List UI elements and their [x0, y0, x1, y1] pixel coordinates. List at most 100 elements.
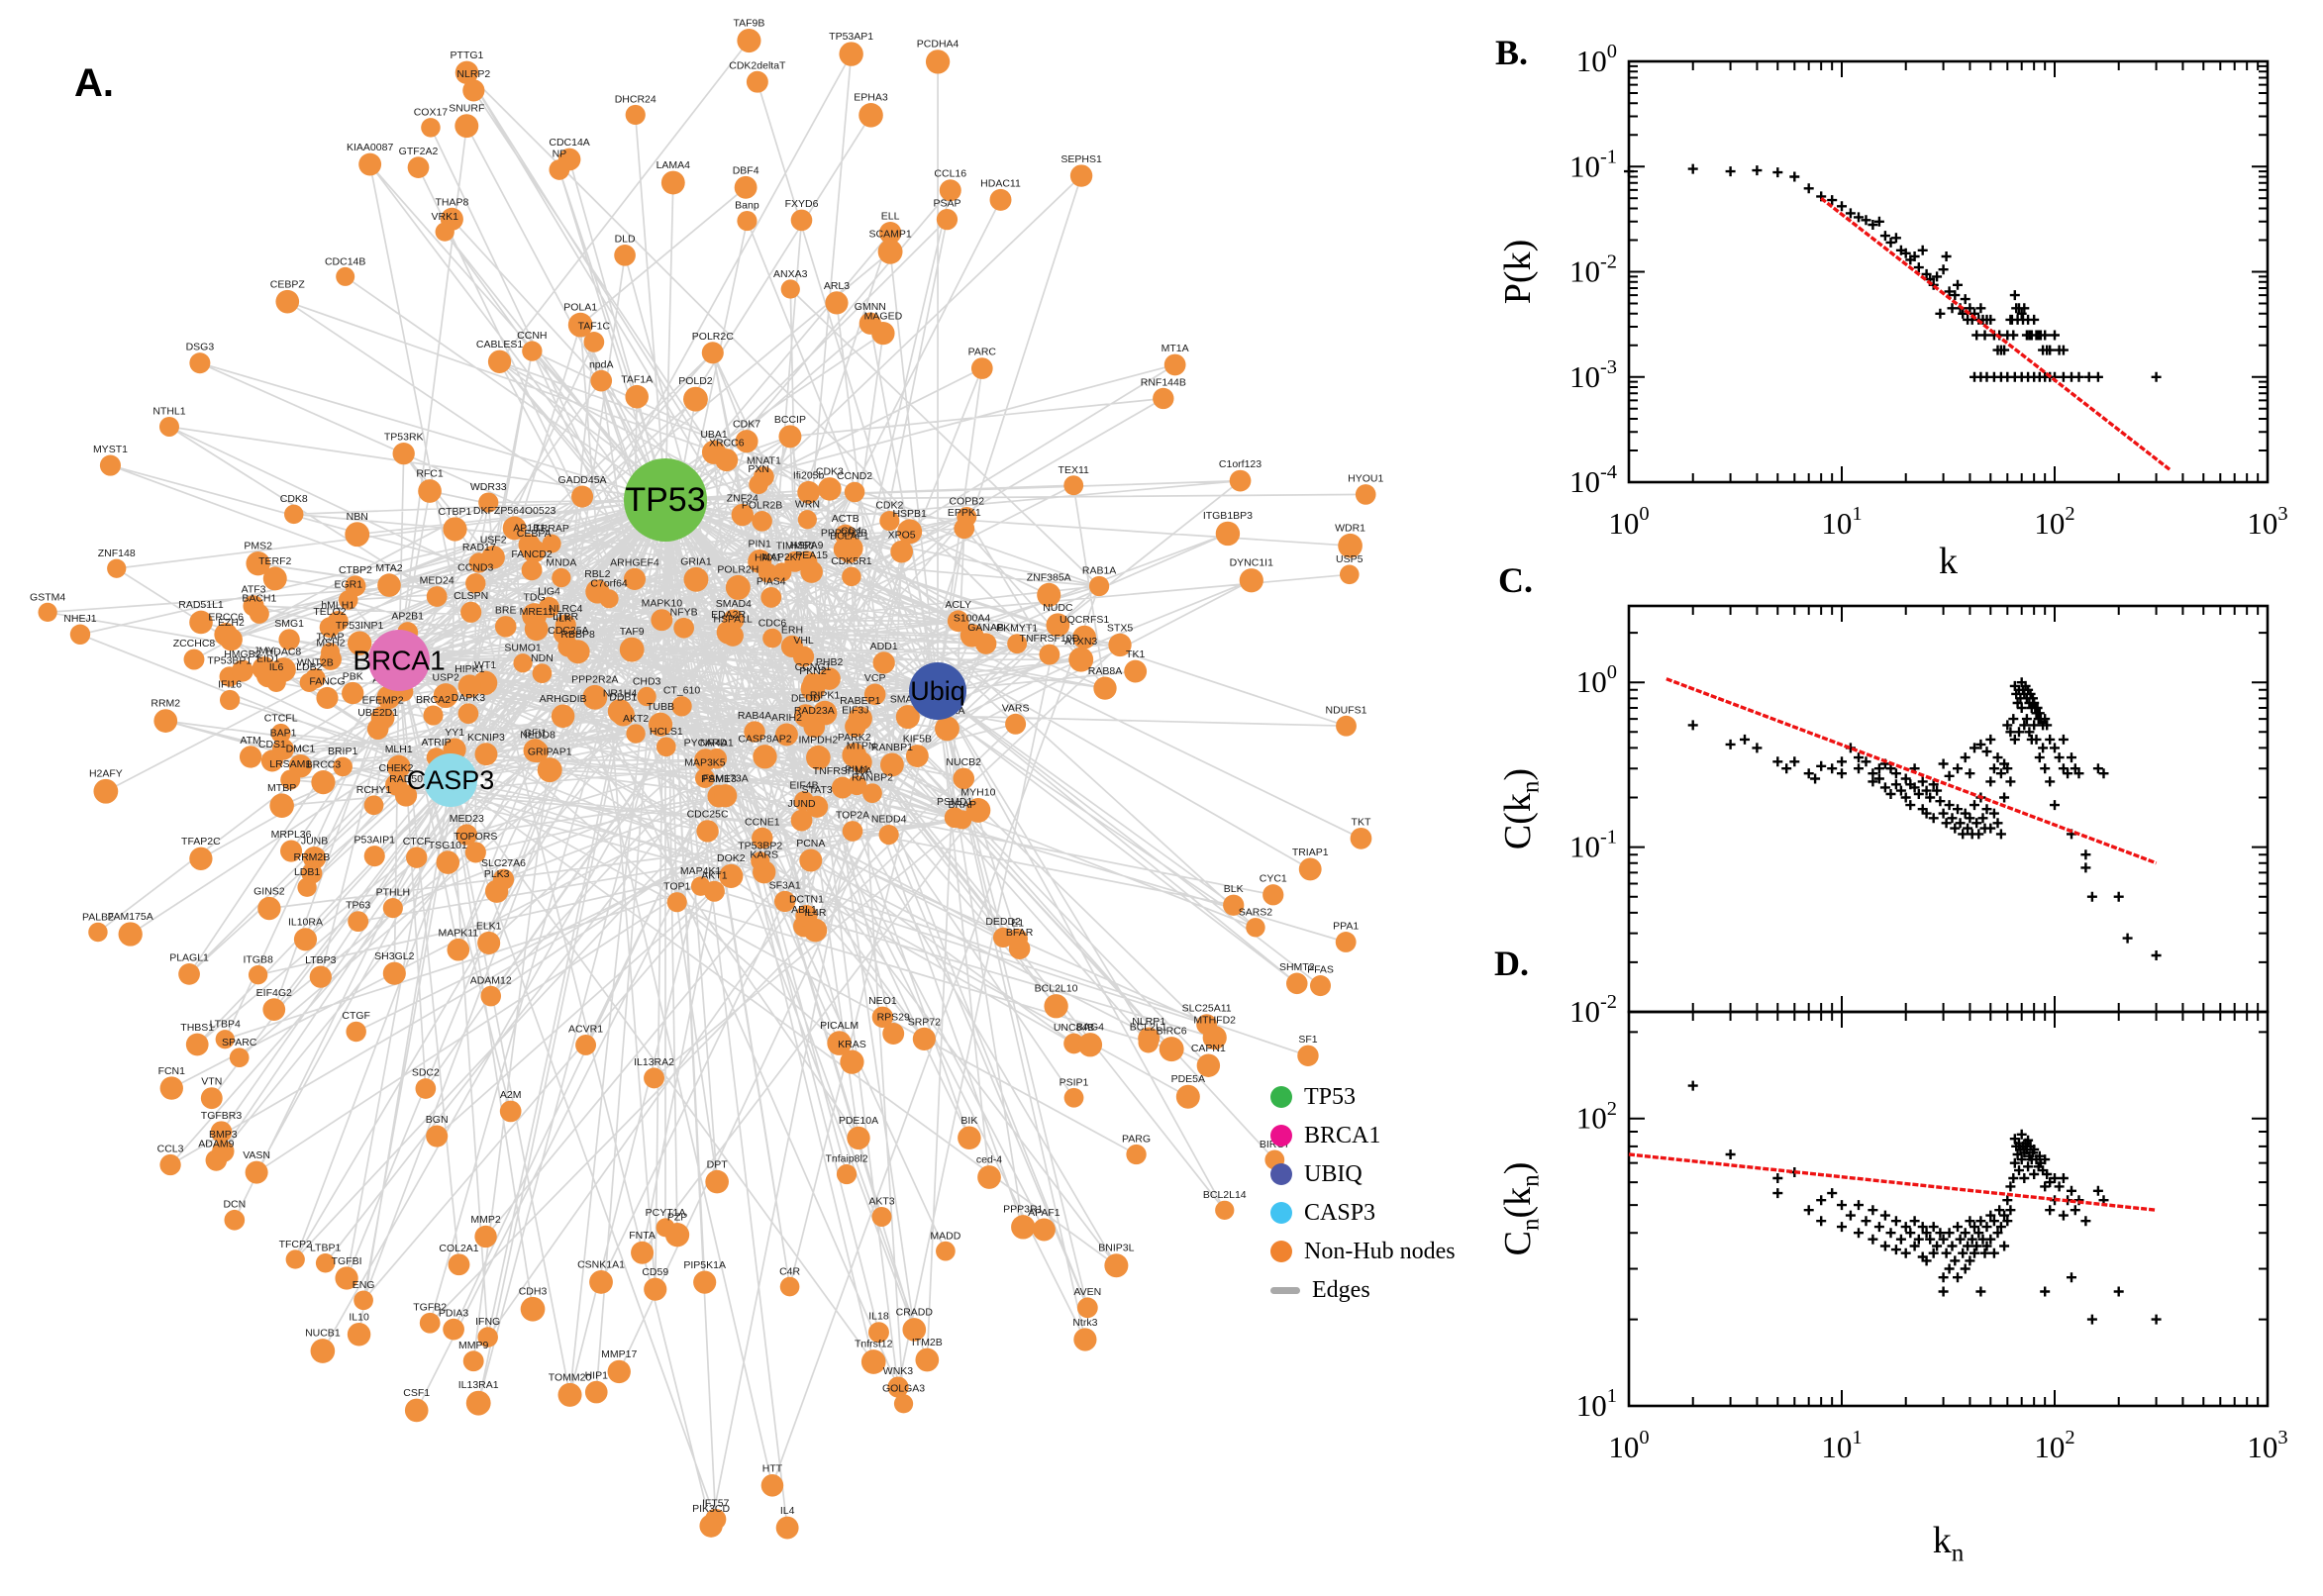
- network-node: [571, 485, 594, 508]
- network-node: [1076, 1297, 1098, 1319]
- network-node: [278, 629, 300, 650]
- network-node: [386, 754, 411, 779]
- network-node-label: PPA1: [1333, 921, 1359, 933]
- hub-node-UBIQ: [909, 662, 966, 720]
- network-node: [321, 643, 341, 662]
- network-node: [38, 602, 57, 623]
- network-node: [280, 769, 301, 790]
- network-node-label: CABLES1: [476, 339, 523, 350]
- network-node-label: hMLH1: [321, 600, 354, 612]
- network-node-label: TGFB2: [413, 1301, 447, 1313]
- network-node: [699, 1514, 723, 1538]
- network-node: [406, 847, 428, 868]
- chart-C-points: [1687, 677, 2162, 960]
- legend-item-casp3: CASP3: [1270, 1198, 1456, 1228]
- network-node-label: SARS2: [1239, 907, 1273, 919]
- network-node-label: RRM2: [151, 698, 180, 710]
- network-node-label: ADD1: [870, 641, 898, 652]
- network-node: [863, 683, 886, 706]
- network-node-label: JUNB: [301, 835, 328, 847]
- network-node-label: WDR33: [470, 481, 507, 493]
- network-node: [644, 1277, 667, 1301]
- network-node-label: PLAGL1: [169, 952, 209, 964]
- network-node-label: HIPK1: [454, 663, 485, 675]
- network-node-label: BRE: [495, 605, 517, 617]
- nonhub-node-swatch: [1270, 1241, 1292, 1262]
- network-node: [311, 770, 336, 795]
- network-node-label: GADD45A: [558, 474, 607, 486]
- network-node: [879, 752, 904, 777]
- network-node-label: HYOU1: [1348, 473, 1383, 485]
- network-node: [590, 369, 613, 392]
- network-node-label: PXN: [748, 463, 769, 475]
- network-node-label: LTBP1: [310, 1243, 341, 1254]
- network-node: [1202, 1025, 1227, 1050]
- network-node-label: CHD3: [633, 675, 661, 687]
- network-node-label: IL6: [269, 661, 284, 673]
- network-node-label: USP5: [1336, 553, 1364, 565]
- network-node: [775, 723, 798, 747]
- network-node-label: PIK3CD: [692, 1503, 730, 1515]
- network-node-label: CDC25C: [687, 809, 729, 821]
- network-node-label: UNC84B: [1054, 1022, 1094, 1034]
- network-node-label: TRIAP1: [1292, 847, 1329, 858]
- network-node: [284, 504, 304, 525]
- hub-label-BRCA1: BRCA1: [353, 646, 445, 676]
- network-node: [1153, 387, 1174, 410]
- network-node-label: NR1H4: [603, 688, 638, 700]
- network-node: [806, 745, 831, 770]
- network-node: [848, 706, 872, 731]
- network-node-label: ARL3: [824, 280, 850, 292]
- network-node-label: PSME3: [701, 773, 737, 785]
- network-node-label: TELO2: [313, 606, 346, 618]
- network-node: [715, 449, 739, 472]
- network-node: [779, 1276, 800, 1297]
- network-node-label: ARIH2: [771, 712, 802, 724]
- network-node: [746, 70, 768, 93]
- network-node: [625, 384, 649, 409]
- network-node: [1335, 932, 1357, 952]
- network-node: [833, 538, 856, 560]
- network-node-label: PIP5K1A: [683, 1259, 726, 1271]
- network-node: [623, 567, 647, 590]
- network-node: [433, 683, 458, 709]
- network-node: [625, 104, 646, 126]
- network-node-label: PCNA: [796, 838, 825, 849]
- network-node-label: PBK: [343, 670, 363, 682]
- network-node-label: POLR2B: [742, 500, 782, 512]
- chart-C-y-tick-label: 100: [1576, 661, 1617, 699]
- network-node-label: CASP8AP2: [738, 734, 791, 746]
- network-node-label: SMAD4: [716, 598, 752, 610]
- chart-D-x-tick-label: 103: [2247, 1427, 2287, 1464]
- network-node: [419, 1312, 441, 1334]
- network-node: [589, 1270, 613, 1294]
- network-node-label: NBN: [347, 511, 368, 523]
- network-node-label: PPP3R1: [1003, 1204, 1043, 1216]
- network-node-label: TRRAP: [534, 523, 569, 535]
- network-node: [1063, 1087, 1084, 1108]
- network-node-label: POLA1: [563, 301, 597, 313]
- network-node: [474, 743, 498, 766]
- chart-C-y-tick-label: 10-2: [1569, 991, 1617, 1029]
- network-node: [818, 477, 842, 501]
- network-node: [1138, 1033, 1159, 1053]
- network-node: [1239, 568, 1263, 593]
- network-node-label: CTGF: [342, 1010, 370, 1022]
- network-node: [418, 479, 442, 503]
- network-node: [464, 842, 486, 863]
- network-node-label: PSMD1: [937, 796, 972, 808]
- chart-B-y-tick-label: 10-3: [1569, 356, 1617, 394]
- network-node-label: PDE5A: [1171, 1073, 1205, 1085]
- network-node: [565, 640, 590, 664]
- network-node: [1262, 884, 1284, 906]
- network-node: [701, 342, 724, 364]
- network-node-label: RAB8A: [1088, 665, 1122, 677]
- network-node-label: CDS1: [258, 739, 286, 750]
- network-node: [421, 118, 441, 138]
- network-node: [827, 1031, 852, 1055]
- network-node: [850, 750, 872, 774]
- network-node: [212, 1140, 235, 1162]
- network-node-label: SH3GL2: [374, 950, 414, 962]
- network-node: [953, 767, 975, 790]
- network-node: [1124, 659, 1148, 683]
